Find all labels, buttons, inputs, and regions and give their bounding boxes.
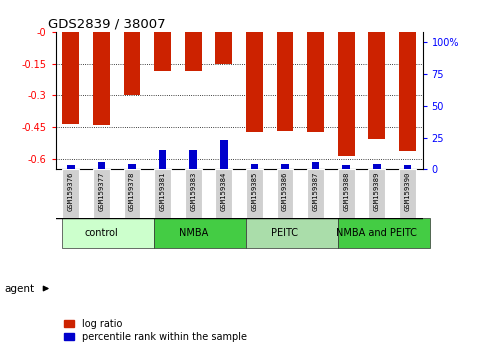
Text: agent: agent: [5, 284, 35, 293]
Bar: [399, 32, 416, 152]
Bar: [128, 164, 136, 170]
Bar: [246, 218, 338, 248]
Text: GSM159384: GSM159384: [221, 172, 227, 211]
Bar: [98, 162, 105, 170]
Text: GSM159386: GSM159386: [282, 172, 288, 211]
Bar: [154, 170, 171, 218]
Bar: [342, 165, 350, 170]
Text: GSM159383: GSM159383: [190, 172, 196, 211]
Bar: [246, 32, 263, 132]
Bar: [67, 165, 75, 170]
Bar: [312, 162, 319, 170]
Bar: [220, 139, 227, 170]
Text: GSM159378: GSM159378: [129, 172, 135, 211]
Bar: [369, 170, 385, 218]
Bar: [62, 218, 154, 248]
Bar: [277, 32, 293, 131]
Text: GSM159385: GSM159385: [251, 172, 257, 211]
Text: GSM159389: GSM159389: [374, 172, 380, 211]
Bar: [124, 170, 141, 218]
Bar: [277, 170, 293, 218]
Text: NMBA and PEITC: NMBA and PEITC: [336, 228, 417, 238]
Text: GSM159390: GSM159390: [404, 172, 411, 211]
Text: NMBA: NMBA: [179, 228, 208, 238]
Bar: [215, 32, 232, 64]
Bar: [246, 170, 263, 218]
Text: PEITC: PEITC: [271, 228, 298, 238]
Text: GSM159376: GSM159376: [68, 172, 74, 211]
Bar: [338, 170, 355, 218]
Bar: [307, 170, 324, 218]
Text: GSM159388: GSM159388: [343, 172, 349, 211]
Bar: [159, 150, 167, 170]
Bar: [93, 170, 110, 218]
Text: GSM159387: GSM159387: [313, 172, 319, 211]
Bar: [307, 32, 324, 132]
Bar: [93, 32, 110, 125]
Bar: [154, 218, 246, 248]
Bar: [124, 32, 141, 95]
Bar: [185, 170, 201, 218]
Text: control: control: [85, 228, 118, 238]
Legend: log ratio, percentile rank within the sample: log ratio, percentile rank within the sa…: [60, 315, 251, 346]
Bar: [189, 150, 197, 170]
Bar: [403, 165, 411, 170]
Bar: [373, 164, 381, 170]
Bar: [338, 32, 355, 156]
Bar: [399, 170, 416, 218]
Bar: [369, 32, 385, 139]
Text: GSM159377: GSM159377: [99, 172, 104, 211]
Bar: [154, 32, 171, 71]
Text: GSM159381: GSM159381: [159, 172, 166, 211]
Bar: [338, 218, 429, 248]
Text: GDS2839 / 38007: GDS2839 / 38007: [48, 18, 166, 31]
Bar: [185, 32, 201, 71]
Bar: [251, 164, 258, 170]
Bar: [62, 170, 79, 218]
Bar: [62, 32, 79, 124]
Bar: [215, 170, 232, 218]
Bar: [281, 164, 289, 170]
